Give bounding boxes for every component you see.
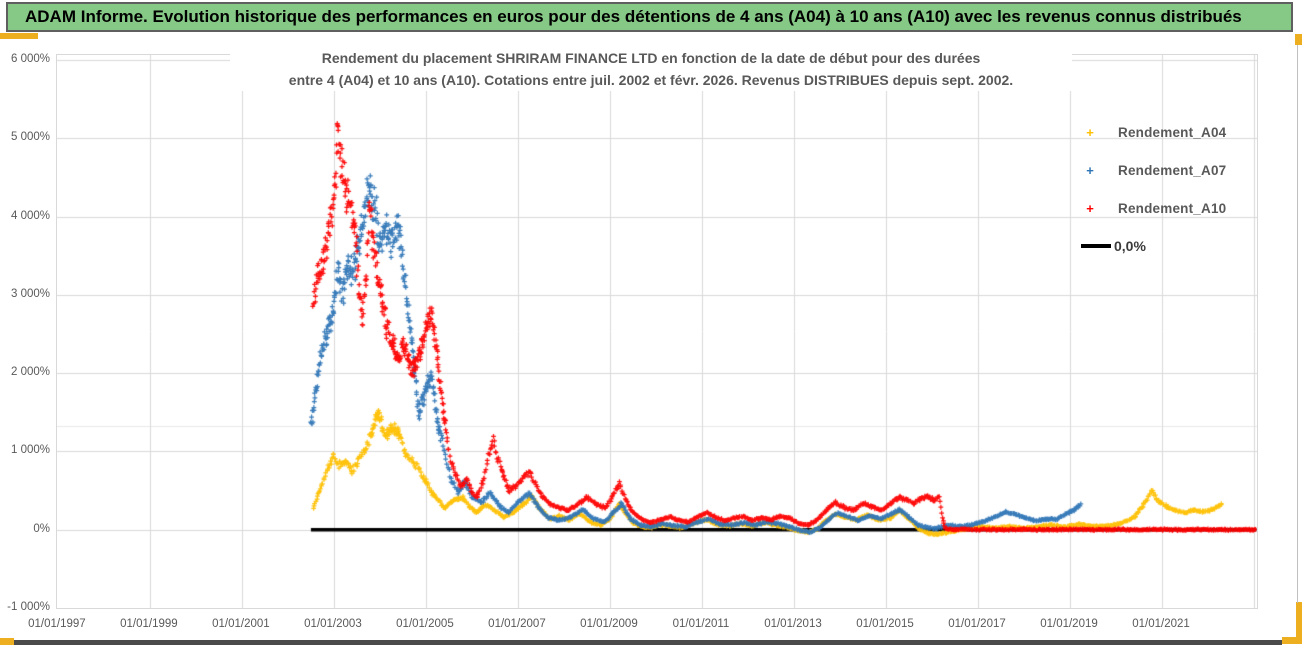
y-tick-label: 4 000%	[10, 209, 50, 222]
legend-label: Rendement_A04	[1118, 124, 1227, 140]
x-tick-label: 01/01/1999	[120, 618, 178, 630]
legend-item-rendement-a07: + Rendement_A07	[1078, 151, 1258, 189]
legend-label: Rendement_A07	[1118, 162, 1227, 178]
chart-legend: + Rendement_A04 + Rendement_A07 + Rendement_A…	[1078, 113, 1258, 265]
y-tick-label: -1 000%	[7, 601, 50, 613]
gold-accent-top-right	[1295, 34, 1302, 45]
bottom-frame-bar	[14, 640, 1282, 645]
gold-accent-bottom-left	[0, 638, 14, 645]
right-frame-line	[1297, 45, 1298, 603]
legend-item-rendement-a04: + Rendement_A04	[1078, 113, 1258, 151]
plus-marker-icon: +	[1086, 200, 1094, 216]
x-tick-label: 01/01/2017	[948, 618, 1006, 630]
header-title: ADAM Informe. Evolution historique des p…	[25, 7, 1242, 26]
y-tick-label: 1 000%	[10, 444, 50, 457]
legend-item-rendement-a10: + Rendement_A10	[1078, 189, 1258, 227]
x-tick-label: 01/01/2009	[580, 618, 638, 630]
chart-plot-area	[57, 55, 1257, 608]
gold-accent-bottom-right-v	[1296, 602, 1302, 644]
x-tick-label: 01/01/2013	[764, 618, 822, 630]
y-tick-label: 6 000%	[10, 52, 50, 65]
y-tick-label: 3 000%	[10, 287, 50, 300]
y-tick-label: 5 000%	[10, 131, 50, 144]
x-tick-label: 01/01/2015	[856, 618, 914, 630]
plus-marker-icon: +	[1086, 162, 1094, 178]
y-tick-label: 0%	[33, 522, 50, 535]
plus-marker-icon: +	[1086, 124, 1094, 140]
legend-label: 0,0%	[1114, 238, 1146, 254]
chart-title-line2: entre 4 (A04) et 10 ans (A10). Cotations…	[288, 72, 1014, 88]
legend-item-0-0-: 0,0%	[1078, 227, 1258, 265]
chart-title: Rendement du placement SHRIRAM FINANCE L…	[230, 47, 1072, 91]
chart-title-line1: Rendement du placement SHRIRAM FINANCE L…	[321, 50, 981, 66]
x-tick-label: 01/01/2003	[304, 618, 362, 630]
header-bar: ADAM Informe. Evolution historique des p…	[6, 2, 1293, 32]
gold-accent-bottom-right-h	[1282, 637, 1302, 644]
y-tick-label: 2 000%	[10, 366, 50, 379]
x-tick-label: 01/01/2011	[672, 618, 730, 630]
x-tick-label: 01/01/2019	[1040, 618, 1098, 630]
zero-line-swatch	[1081, 244, 1111, 248]
x-tick-label: 01/01/2021	[1132, 618, 1190, 630]
x-tick-label: 01/01/2007	[488, 618, 546, 630]
x-tick-label: 01/01/2001	[212, 618, 270, 630]
legend-label: Rendement_A10	[1118, 200, 1227, 216]
x-tick-label: 01/01/1997	[28, 618, 86, 630]
gold-accent-top-left	[0, 33, 38, 39]
x-tick-label: 01/01/2005	[396, 618, 454, 630]
